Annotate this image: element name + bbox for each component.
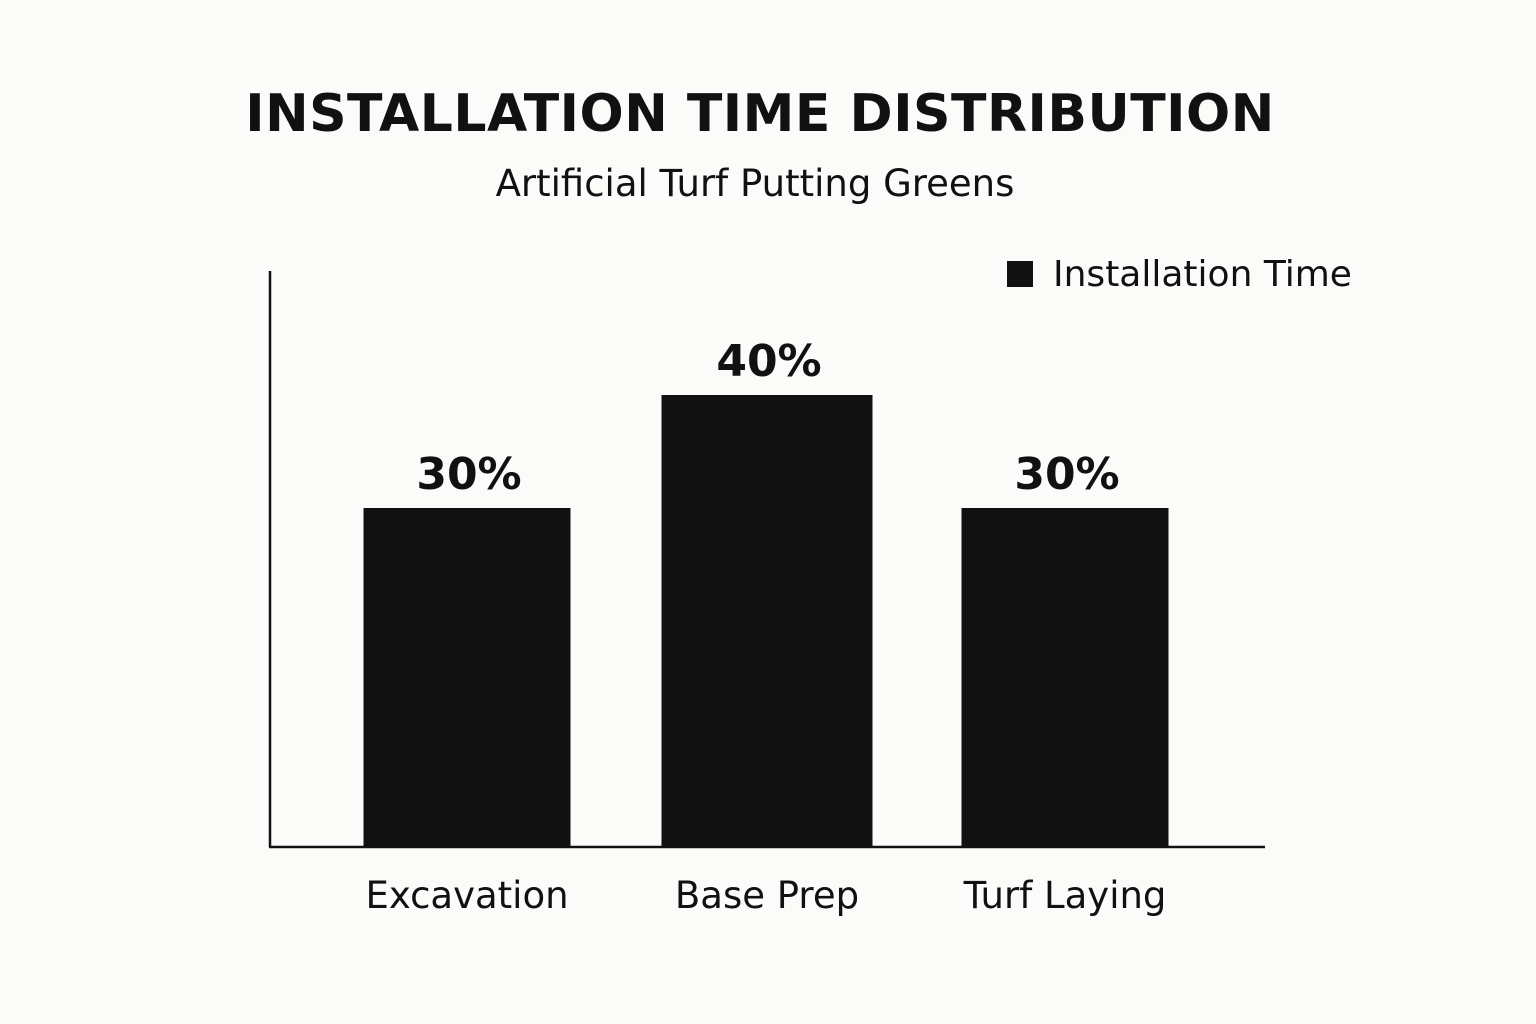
data-label-turf-laying: 30%	[1014, 449, 1119, 500]
legend: Installation Time	[1007, 253, 1352, 295]
bar-turf-laying	[961, 508, 1169, 847]
bar-base-prep	[661, 395, 873, 847]
data-label-excavation: 30%	[416, 449, 521, 500]
category-label-excavation: Excavation	[365, 874, 568, 917]
legend-label: Installation Time	[1053, 253, 1352, 295]
data-label-base-prep: 40%	[716, 336, 821, 387]
category-label-turf-laying: Turf Laying	[963, 874, 1167, 917]
chart-title: INSTALLATION TIME DISTRIBUTION	[245, 84, 1275, 144]
legend-swatch	[1007, 261, 1033, 287]
bar-excavation	[363, 508, 571, 847]
category-label-base-prep: Base Prep	[675, 874, 859, 917]
chart-subtitle: Artificial Turf Putting Greens	[495, 162, 1015, 205]
